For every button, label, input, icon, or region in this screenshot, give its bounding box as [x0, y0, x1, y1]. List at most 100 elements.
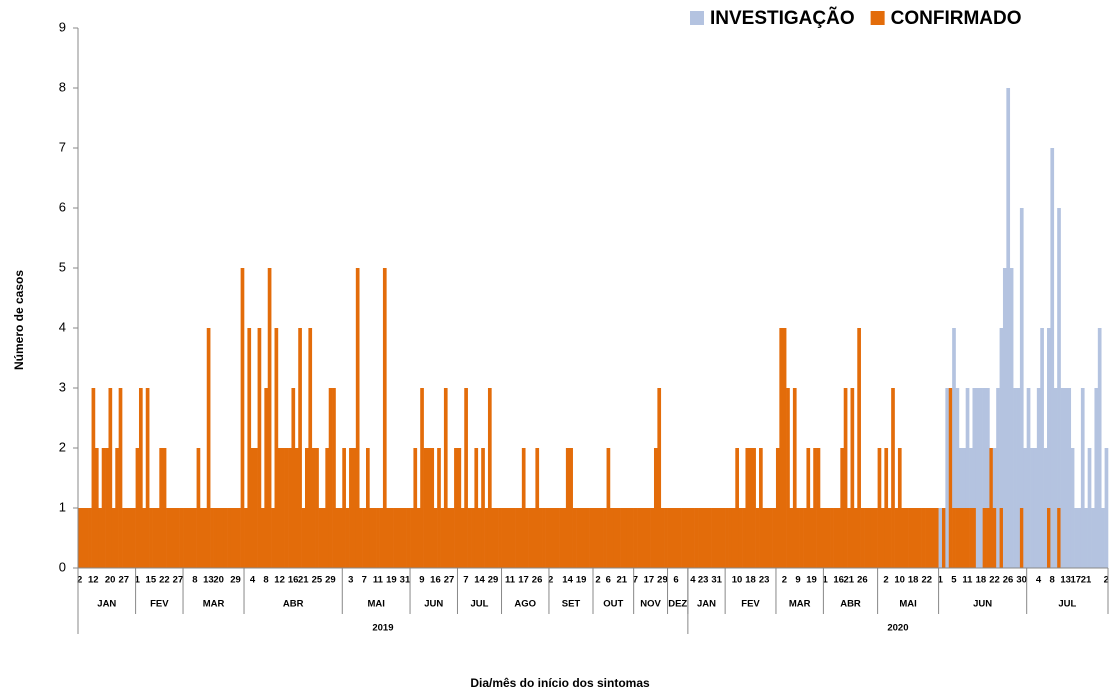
bar — [213, 508, 218, 568]
bar — [823, 508, 828, 568]
bar — [1002, 268, 1007, 568]
bar — [962, 508, 966, 568]
bar — [1026, 388, 1031, 568]
x-day-label: 9 — [795, 575, 800, 586]
bar — [179, 508, 184, 568]
bar — [288, 448, 292, 568]
bar — [748, 448, 753, 568]
bar — [254, 448, 258, 568]
bar — [1091, 508, 1095, 568]
bar — [596, 508, 601, 568]
x-day-label: 2 — [77, 575, 82, 586]
bar — [169, 508, 174, 568]
bar — [477, 508, 482, 568]
x-day-label: 26 — [532, 575, 543, 586]
bar — [891, 388, 895, 568]
bar — [291, 388, 296, 568]
y-tick-label: 7 — [59, 139, 66, 154]
bar — [599, 508, 604, 568]
bar — [227, 508, 231, 568]
bar — [94, 448, 99, 568]
bar — [613, 508, 618, 568]
x-month-label: MAR — [203, 599, 225, 610]
bar — [1040, 328, 1044, 568]
bar — [803, 508, 807, 568]
bar — [816, 448, 821, 568]
bar — [118, 388, 123, 568]
bar — [389, 508, 394, 568]
bar — [406, 508, 411, 568]
bar — [857, 328, 861, 568]
x-day-label: 18 — [908, 575, 919, 586]
bar — [769, 508, 773, 568]
bar — [755, 508, 760, 568]
x-day-label: 30 — [1016, 575, 1027, 586]
x-month-label: SET — [562, 599, 581, 610]
bar — [342, 448, 346, 568]
bar — [460, 508, 465, 568]
bar — [399, 508, 404, 568]
bar — [518, 508, 523, 568]
bar — [416, 508, 421, 568]
x-month-label: MAI — [899, 599, 916, 610]
x-day-label: 29 — [488, 575, 499, 586]
bar — [274, 328, 279, 568]
bar — [989, 448, 994, 568]
bar — [806, 448, 811, 568]
bar — [1084, 508, 1088, 568]
bar — [830, 508, 834, 568]
bar — [955, 388, 960, 508]
x-day-label: 12 — [274, 575, 285, 586]
bar — [305, 448, 309, 568]
bar — [1067, 388, 1072, 568]
x-day-label: 14 — [474, 575, 485, 586]
bar — [349, 448, 353, 568]
bar — [775, 448, 780, 568]
y-tick-label: 5 — [59, 259, 66, 274]
y-tick-label: 8 — [59, 79, 66, 94]
bar — [840, 448, 845, 568]
bar — [677, 508, 682, 568]
x-day-label: 10 — [894, 575, 905, 586]
x-year-label: 2020 — [887, 623, 908, 634]
x-day-label: 19 — [576, 575, 587, 586]
bar — [277, 448, 282, 568]
bar — [172, 508, 177, 568]
bar — [504, 508, 509, 568]
bar — [735, 448, 739, 568]
x-month-label: DEZ — [668, 599, 687, 610]
bar — [904, 508, 909, 568]
bar — [704, 508, 709, 568]
bar — [393, 508, 397, 568]
x-day-label: 29 — [657, 575, 668, 586]
bar — [1009, 268, 1014, 568]
bar — [908, 508, 912, 568]
x-day-label: 26 — [1003, 575, 1014, 586]
bar — [1070, 448, 1075, 568]
bar — [532, 508, 536, 568]
x-day-label: 4 — [690, 575, 696, 586]
bar — [941, 508, 946, 568]
bar — [1087, 448, 1092, 568]
bar — [633, 508, 638, 568]
bar — [318, 508, 323, 568]
x-month-label: FEV — [741, 599, 760, 610]
bar — [986, 508, 990, 568]
bar — [782, 328, 787, 568]
bar — [474, 448, 479, 568]
y-tick-label: 1 — [59, 499, 66, 514]
x-day-label: 5 — [951, 575, 957, 586]
bar — [437, 448, 441, 568]
bar — [836, 508, 841, 568]
bar — [240, 268, 245, 568]
y-tick-label: 9 — [59, 19, 66, 34]
bar — [555, 508, 560, 568]
bar — [491, 508, 496, 568]
bar — [752, 448, 756, 568]
bar — [386, 508, 391, 568]
bar — [925, 508, 929, 568]
x-month-label: FEV — [150, 599, 169, 610]
bar — [931, 508, 936, 568]
bar — [552, 508, 557, 568]
bar — [579, 508, 584, 568]
